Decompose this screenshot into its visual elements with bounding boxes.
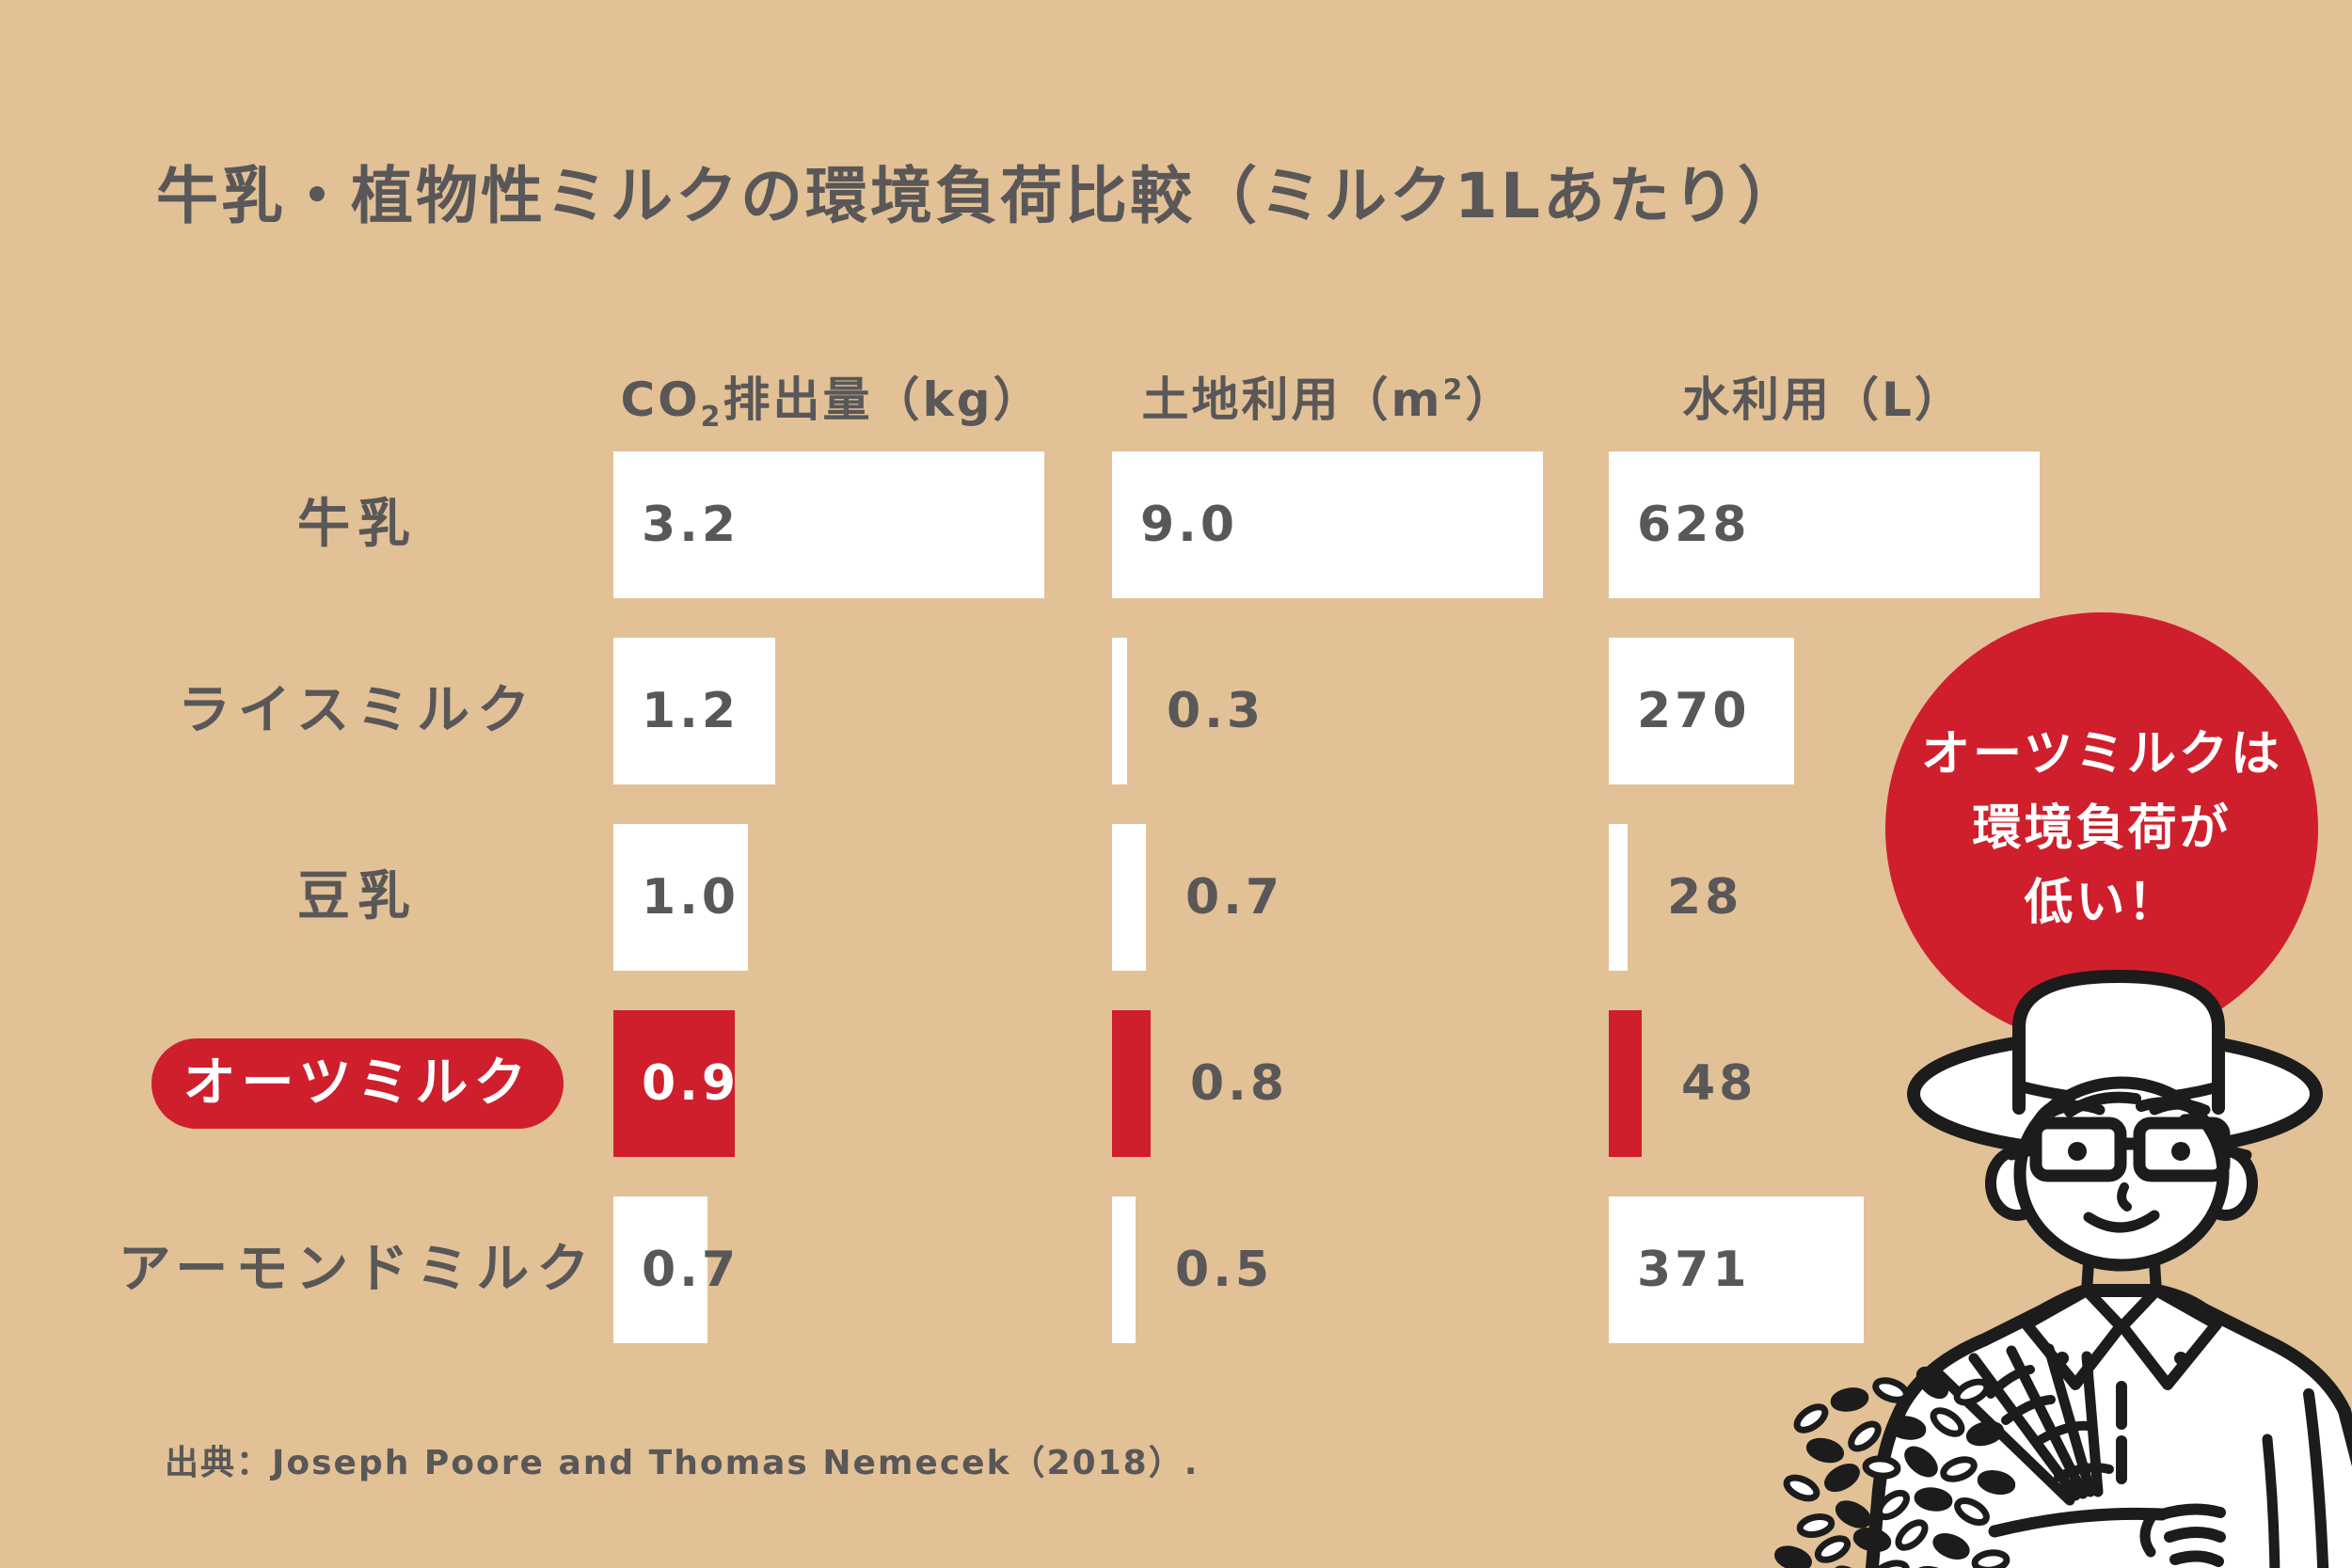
column-header: 土地利用（m2） bbox=[1141, 372, 1516, 427]
bar-value: 1.0 bbox=[642, 869, 740, 926]
oat-grain bbox=[1796, 1513, 1836, 1538]
oat-grain bbox=[1814, 1535, 1851, 1563]
oat-grain bbox=[1915, 1366, 1949, 1400]
bar-value: 28 bbox=[1667, 869, 1743, 926]
row-label: ライスミルク bbox=[177, 680, 538, 741]
row-label-cell: 豆乳 bbox=[94, 871, 621, 924]
bar: 1.2 bbox=[613, 638, 775, 784]
oat-grain bbox=[1895, 1519, 1929, 1551]
bar: 9.0 bbox=[1112, 451, 1543, 598]
row-label-cell: オーツミルク bbox=[94, 1038, 621, 1129]
bar: 0.9 bbox=[613, 1010, 736, 1157]
row-label: 豆乳 bbox=[297, 866, 418, 927]
bar-value: 628 bbox=[1637, 497, 1751, 553]
oat-grain bbox=[1793, 1403, 1829, 1433]
bar-value: 0.3 bbox=[1167, 683, 1265, 739]
glasses-icon bbox=[2006, 1117, 2252, 1182]
oat-grain bbox=[1965, 1420, 2005, 1447]
bar: 0.3 bbox=[1112, 638, 1261, 784]
row-label-cell: 牛乳 bbox=[94, 499, 621, 551]
bar: 371 bbox=[1609, 1196, 1864, 1343]
bar: 0.5 bbox=[1112, 1196, 1269, 1343]
oat-stalks bbox=[1931, 1343, 2114, 1506]
bar-value: 0.5 bbox=[1175, 1242, 1274, 1298]
page-title: 牛乳・植物性ミルクの環境負荷比較（ミルク1Lあたり） bbox=[156, 160, 1803, 232]
bar: 28 bbox=[1609, 824, 1739, 971]
callout-text-line: 低い！ bbox=[2024, 874, 2180, 931]
oat-grain bbox=[1774, 1545, 1812, 1568]
bar-value: 48 bbox=[1681, 1055, 1757, 1112]
oat-grain bbox=[1862, 1455, 1901, 1480]
oat-sheaf bbox=[1774, 1366, 2016, 1568]
oat-grain bbox=[1852, 1528, 1892, 1552]
bar: 1.0 bbox=[613, 824, 748, 971]
bar: 0.8 bbox=[1112, 1010, 1284, 1157]
oat-grain bbox=[1824, 1463, 1860, 1493]
bar-value: 3.2 bbox=[642, 497, 740, 553]
oat-grain bbox=[1876, 1489, 1910, 1521]
row-label-cell: ライスミルク bbox=[94, 685, 621, 737]
shirt bbox=[1865, 1284, 2352, 1568]
bar-value: 270 bbox=[1637, 683, 1751, 739]
callout-text-line: オーツミルクは bbox=[1921, 725, 2282, 783]
row-label: アーモンドミルク bbox=[118, 1239, 597, 1300]
bar-value: 0.7 bbox=[642, 1242, 740, 1298]
oat-grain bbox=[1872, 1377, 1910, 1403]
bar-value: 1.2 bbox=[642, 683, 740, 739]
oat-grain bbox=[1830, 1387, 1869, 1412]
arm-hand bbox=[1988, 1503, 2226, 1567]
bar-value: 371 bbox=[1637, 1242, 1751, 1298]
oat-grain bbox=[1805, 1437, 1845, 1464]
column-header: 水利用（L） bbox=[1682, 372, 1964, 427]
farmer-illustration bbox=[1774, 970, 2352, 1568]
oat-grain bbox=[1971, 1549, 2010, 1568]
callout-text-line: 環境負荷が bbox=[1972, 800, 2232, 857]
bar: 3.2 bbox=[613, 451, 1044, 598]
oat-grain bbox=[1940, 1456, 1978, 1482]
bar-value: 0.8 bbox=[1190, 1055, 1289, 1112]
row-label-highlight-pill: オーツミルク bbox=[151, 1038, 564, 1129]
row-label-cell: アーモンドミルク bbox=[94, 1243, 621, 1296]
collar bbox=[2021, 1285, 2222, 1390]
source-citation: 出典：Joseph Poore and Thomas Nemecek（2018）… bbox=[165, 1444, 1200, 1482]
oat-grain bbox=[1977, 1470, 2016, 1495]
oat-grain bbox=[1835, 1500, 1872, 1528]
oat-grain bbox=[1904, 1446, 1938, 1478]
bar-value: 0.7 bbox=[1185, 869, 1284, 926]
bar: 628 bbox=[1609, 451, 2040, 598]
bar: 0.7 bbox=[1112, 824, 1279, 971]
bar: 270 bbox=[1609, 638, 1794, 784]
bar: 48 bbox=[1609, 1010, 1753, 1157]
oat-grain bbox=[1887, 1416, 1927, 1440]
oat-grain bbox=[1848, 1420, 1882, 1452]
oat-grain bbox=[1914, 1487, 1953, 1512]
bar: 0.7 bbox=[613, 1196, 736, 1343]
row-label: 牛乳 bbox=[297, 494, 418, 555]
oat-grain bbox=[1832, 1565, 1867, 1568]
oat-grain bbox=[1930, 1407, 1965, 1437]
oat-grain bbox=[1953, 1378, 1991, 1406]
bar-value: 9.0 bbox=[1140, 497, 1239, 553]
oat-grain bbox=[1932, 1533, 1970, 1560]
column-header: CO2排出量（kg） bbox=[620, 372, 1043, 434]
oat-grain bbox=[1783, 1474, 1820, 1502]
oat-grain bbox=[1954, 1497, 1990, 1527]
bar-value: 0.9 bbox=[642, 1055, 740, 1112]
